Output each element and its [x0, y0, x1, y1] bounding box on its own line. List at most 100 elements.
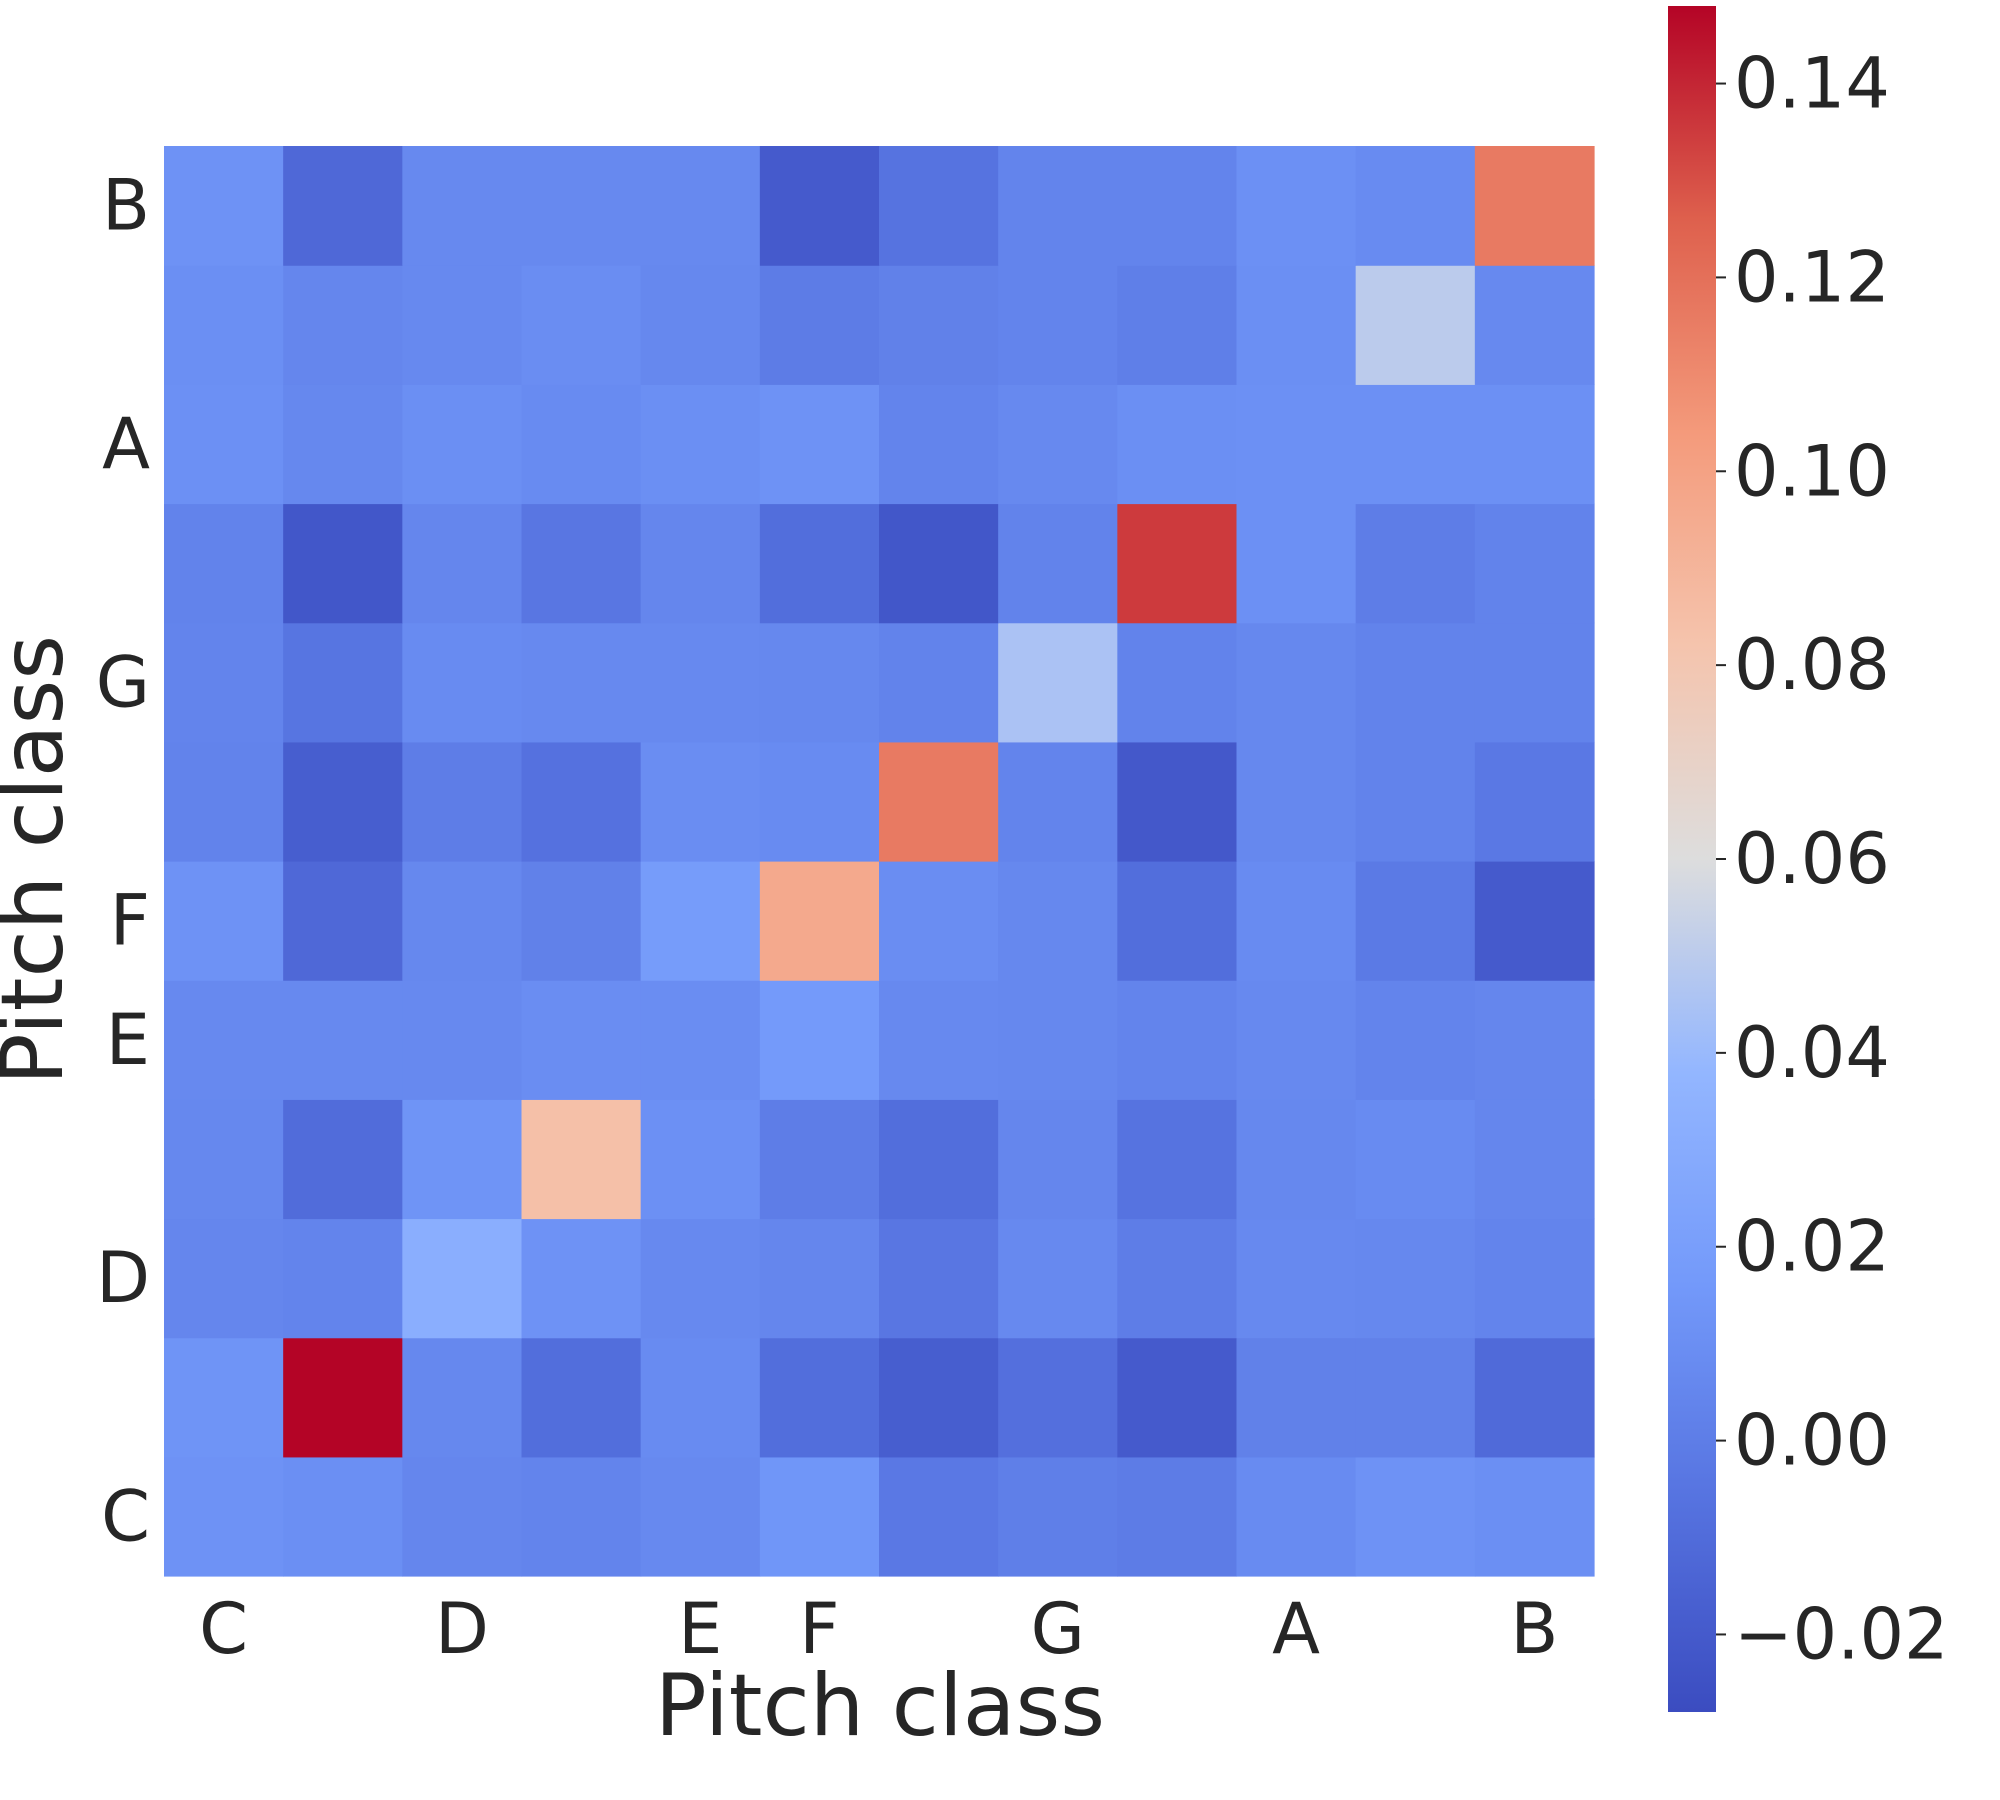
x-axis-title: Pitch class [655, 1656, 1105, 1756]
colorbar-tick-label: 0.04 [1734, 1012, 1890, 1094]
heatmap-cell [1236, 622, 1357, 743]
heatmap-cell [1117, 980, 1238, 1100]
x-tick-label: A [1272, 1588, 1320, 1670]
heatmap-cell [759, 1456, 880, 1577]
heatmap-cell [640, 622, 761, 743]
heatmap-cell [1117, 503, 1238, 624]
heatmap-cell [1236, 1337, 1357, 1458]
heatmap-cell [164, 146, 284, 266]
heatmap-cell [1474, 1337, 1595, 1458]
y-tick-label: C [101, 1475, 150, 1557]
heatmap-cell [640, 384, 761, 505]
heatmap-cell [164, 1456, 284, 1577]
heatmap-cell [1355, 384, 1476, 505]
heatmap-cell [759, 1218, 880, 1339]
heatmap-cell [164, 265, 284, 385]
heatmap-cell [402, 1218, 523, 1339]
x-tick-label: B [1510, 1588, 1558, 1670]
heatmap-cell [1474, 622, 1595, 743]
heatmap-cell [521, 622, 642, 743]
heatmap-cell [402, 1456, 523, 1577]
heatmap-cell [164, 1099, 284, 1220]
y-tick-label: A [102, 403, 150, 485]
heatmap-cell [1474, 384, 1595, 505]
heatmap-cell [1117, 622, 1238, 743]
x-tick-label: E [678, 1588, 722, 1670]
x-tick-label: C [199, 1588, 248, 1670]
heatmap-cell [164, 741, 284, 862]
heatmap-cell [1236, 1218, 1357, 1339]
heatmap-cell [879, 741, 999, 862]
heatmap-cell [402, 384, 523, 505]
colorbar-tick-label: 0.02 [1734, 1206, 1890, 1288]
heatmap-cell [283, 1099, 403, 1220]
heatmap-cell [998, 861, 1118, 981]
heatmap-cell [1355, 741, 1476, 862]
heatmap-cell [759, 1099, 880, 1220]
heatmap-cell [998, 980, 1118, 1100]
heatmap-cell [1355, 622, 1476, 743]
heatmap-cell [1474, 1218, 1595, 1339]
heatmap-cell [1355, 861, 1476, 981]
heatmap-cell [521, 384, 642, 505]
y-axis-title: Pitch class [0, 635, 83, 1085]
heatmap-cell [1117, 146, 1238, 266]
heatmap-cell [879, 980, 999, 1100]
colorbar-tick-label: 0.14 [1734, 43, 1890, 125]
heatmap-cell [164, 861, 284, 981]
heatmap-cell [759, 503, 880, 624]
heatmap-cell [283, 265, 403, 385]
heatmap-cell [759, 146, 880, 266]
heatmap-cell [1117, 384, 1238, 505]
heatmap-cell [1474, 1099, 1595, 1220]
heatmap-cell [402, 980, 523, 1100]
heatmap-cell [164, 503, 284, 624]
colorbar-tick-label: 0.06 [1734, 818, 1890, 900]
heatmap-cell [1236, 980, 1357, 1100]
colorbar-scale [1668, 6, 1716, 1712]
heatmap-cell [1355, 1099, 1476, 1220]
heatmap-cell [402, 503, 523, 624]
heatmap-cell [1117, 741, 1238, 862]
heatmap-cell [1474, 146, 1595, 266]
heatmap-cell [879, 503, 999, 624]
heatmap-cell [759, 265, 880, 385]
heatmap-cell [998, 146, 1118, 266]
heatmap-cell [998, 1456, 1118, 1577]
heatmap-cell [521, 741, 642, 862]
heatmap-cell [759, 622, 880, 743]
heatmap-cell [1355, 1456, 1476, 1577]
colorbar-tick-label: −0.02 [1734, 1593, 1949, 1675]
heatmap-cell [1117, 265, 1238, 385]
heatmap-cell [1355, 503, 1476, 624]
heatmap-cell [1474, 741, 1595, 862]
heatmap-cell [879, 861, 999, 981]
heatmap-cell [879, 622, 999, 743]
heatmap-cell [1474, 1456, 1595, 1577]
heatmap-cell [164, 980, 284, 1100]
heatmap-cell [640, 1337, 761, 1458]
heatmap-cell [1236, 503, 1357, 624]
heatmap-cell [879, 1099, 999, 1220]
heatmap-cell [1236, 741, 1357, 862]
heatmap-cell [759, 384, 880, 505]
heatmap-cell [1117, 1337, 1238, 1458]
heatmap-cell [998, 1218, 1118, 1339]
heatmap-cell [998, 622, 1118, 743]
heatmap-cell [283, 1337, 403, 1458]
heatmap-cell [1236, 384, 1357, 505]
heatmap-cell [164, 1218, 284, 1339]
heatmap-cell [1474, 503, 1595, 624]
heatmap-cell [283, 1218, 403, 1339]
heatmap-cell [521, 1337, 642, 1458]
heatmap-cell [402, 741, 523, 862]
heatmap-cell [164, 622, 284, 743]
heatmap-cell [1236, 1456, 1357, 1577]
heatmap-cell [1117, 1218, 1238, 1339]
heatmap-cell [759, 1337, 880, 1458]
y-tick-label: B [102, 165, 150, 247]
heatmap-cell [1355, 146, 1476, 266]
heatmap-cell [879, 146, 999, 266]
heatmap-cell [283, 622, 403, 743]
